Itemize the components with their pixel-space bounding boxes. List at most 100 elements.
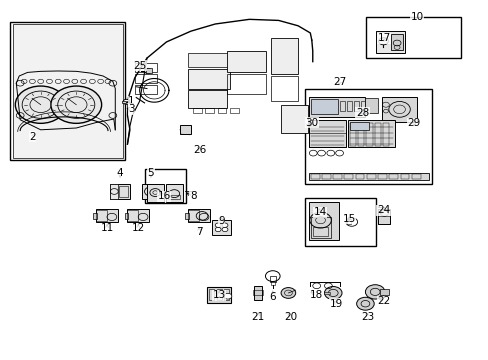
Text: 15: 15: [342, 214, 355, 224]
Bar: [127, 211, 138, 221]
Circle shape: [222, 223, 227, 227]
Bar: [374, 123, 380, 146]
Bar: [96, 211, 107, 221]
Bar: [10, 22, 125, 160]
Circle shape: [215, 227, 221, 231]
Circle shape: [365, 285, 384, 299]
Bar: [193, 108, 202, 113]
Bar: [135, 85, 157, 94]
Bar: [168, 195, 180, 199]
Bar: [344, 174, 352, 179]
Bar: [135, 74, 157, 83]
Bar: [269, 276, 275, 282]
Bar: [96, 210, 118, 222]
Bar: [122, 101, 125, 103]
Circle shape: [356, 297, 373, 310]
Bar: [377, 216, 389, 224]
Bar: [309, 120, 345, 147]
Circle shape: [281, 288, 295, 298]
Bar: [365, 98, 377, 113]
Bar: [147, 184, 163, 202]
Bar: [124, 213, 128, 219]
Text: 8: 8: [190, 191, 196, 201]
Text: 21: 21: [251, 312, 264, 322]
Bar: [332, 174, 341, 179]
Bar: [355, 174, 364, 179]
Circle shape: [215, 223, 221, 227]
Bar: [388, 174, 397, 179]
Bar: [349, 123, 355, 146]
Text: 12: 12: [131, 224, 144, 233]
Bar: [382, 123, 388, 146]
Bar: [347, 120, 394, 147]
Circle shape: [144, 68, 151, 73]
Bar: [339, 101, 344, 111]
Bar: [309, 173, 428, 180]
Circle shape: [324, 287, 341, 300]
Bar: [206, 287, 231, 303]
Bar: [353, 101, 358, 111]
Text: 10: 10: [410, 12, 423, 22]
Bar: [366, 174, 375, 179]
Circle shape: [51, 86, 102, 123]
Bar: [93, 213, 97, 219]
Text: 23: 23: [361, 312, 374, 322]
Bar: [188, 211, 199, 221]
Bar: [382, 97, 416, 122]
Bar: [211, 220, 231, 234]
Bar: [217, 108, 226, 113]
Bar: [349, 122, 368, 130]
Text: 7: 7: [195, 227, 202, 237]
Bar: [366, 123, 372, 146]
Circle shape: [345, 218, 357, 226]
Text: 4: 4: [117, 168, 123, 178]
Bar: [229, 108, 238, 113]
Text: 26: 26: [193, 144, 206, 154]
Bar: [165, 184, 182, 202]
Bar: [322, 174, 330, 179]
Bar: [281, 105, 307, 134]
Bar: [377, 174, 386, 179]
Bar: [310, 99, 337, 114]
Bar: [13, 24, 122, 158]
Text: 16: 16: [157, 191, 170, 201]
Bar: [360, 101, 365, 111]
Bar: [400, 174, 408, 179]
Text: 30: 30: [305, 118, 318, 128]
Bar: [271, 39, 298, 74]
Text: 29: 29: [407, 118, 420, 128]
Bar: [227, 74, 266, 94]
Bar: [180, 125, 190, 134]
Bar: [309, 97, 365, 117]
Bar: [312, 227, 328, 236]
Text: 28: 28: [355, 108, 368, 118]
Bar: [119, 186, 128, 197]
Bar: [188, 90, 227, 108]
Bar: [216, 289, 221, 301]
Text: 24: 24: [376, 206, 389, 216]
Bar: [346, 220, 350, 225]
Circle shape: [222, 227, 227, 231]
Bar: [305, 198, 375, 246]
Text: 17: 17: [377, 33, 390, 43]
Bar: [110, 184, 130, 199]
Bar: [142, 184, 159, 199]
Bar: [254, 286, 262, 300]
Bar: [271, 76, 298, 101]
Bar: [205, 108, 214, 113]
Bar: [305, 89, 431, 184]
Text: 25: 25: [133, 61, 146, 71]
Bar: [127, 210, 149, 222]
Bar: [366, 17, 461, 58]
Text: 3: 3: [128, 104, 134, 114]
Bar: [185, 213, 189, 219]
Bar: [135, 63, 157, 72]
Text: 1: 1: [128, 96, 134, 106]
Bar: [188, 69, 229, 89]
Bar: [377, 209, 389, 224]
Bar: [144, 169, 185, 203]
Text: 11: 11: [100, 224, 113, 233]
Text: 22: 22: [377, 296, 390, 306]
Text: 18: 18: [309, 291, 323, 301]
Text: 27: 27: [332, 77, 346, 87]
